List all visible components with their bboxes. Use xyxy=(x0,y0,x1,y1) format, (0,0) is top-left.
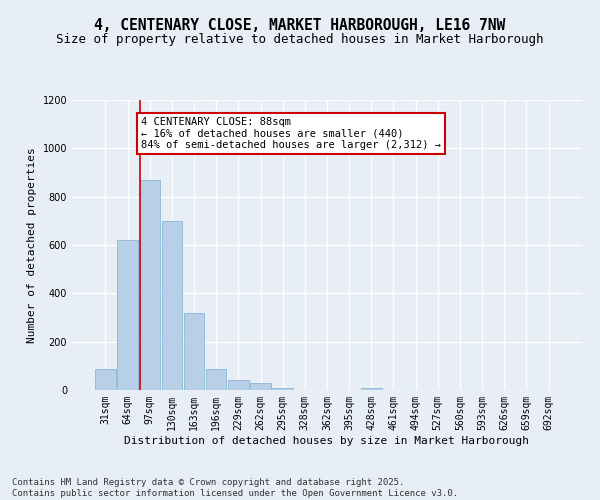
Bar xyxy=(161,221,182,390)
Text: Size of property relative to detached houses in Market Harborough: Size of property relative to detached ho… xyxy=(56,32,544,46)
Bar xyxy=(118,240,138,390)
Text: Contains HM Land Registry data © Crown copyright and database right 2025.
Contai: Contains HM Land Registry data © Crown c… xyxy=(12,478,458,498)
Bar xyxy=(228,380,248,390)
Y-axis label: Number of detached properties: Number of detached properties xyxy=(27,147,37,343)
Bar xyxy=(140,180,160,390)
Bar xyxy=(95,370,116,390)
X-axis label: Distribution of detached houses by size in Market Harborough: Distribution of detached houses by size … xyxy=(125,436,530,446)
Bar xyxy=(272,388,293,390)
Bar xyxy=(184,312,204,390)
Bar xyxy=(250,383,271,390)
Text: 4, CENTENARY CLOSE, MARKET HARBOROUGH, LE16 7NW: 4, CENTENARY CLOSE, MARKET HARBOROUGH, L… xyxy=(94,18,506,32)
Bar xyxy=(206,370,226,390)
Bar xyxy=(361,388,382,390)
Text: 4 CENTENARY CLOSE: 88sqm
← 16% of detached houses are smaller (440)
84% of semi-: 4 CENTENARY CLOSE: 88sqm ← 16% of detach… xyxy=(141,117,441,150)
